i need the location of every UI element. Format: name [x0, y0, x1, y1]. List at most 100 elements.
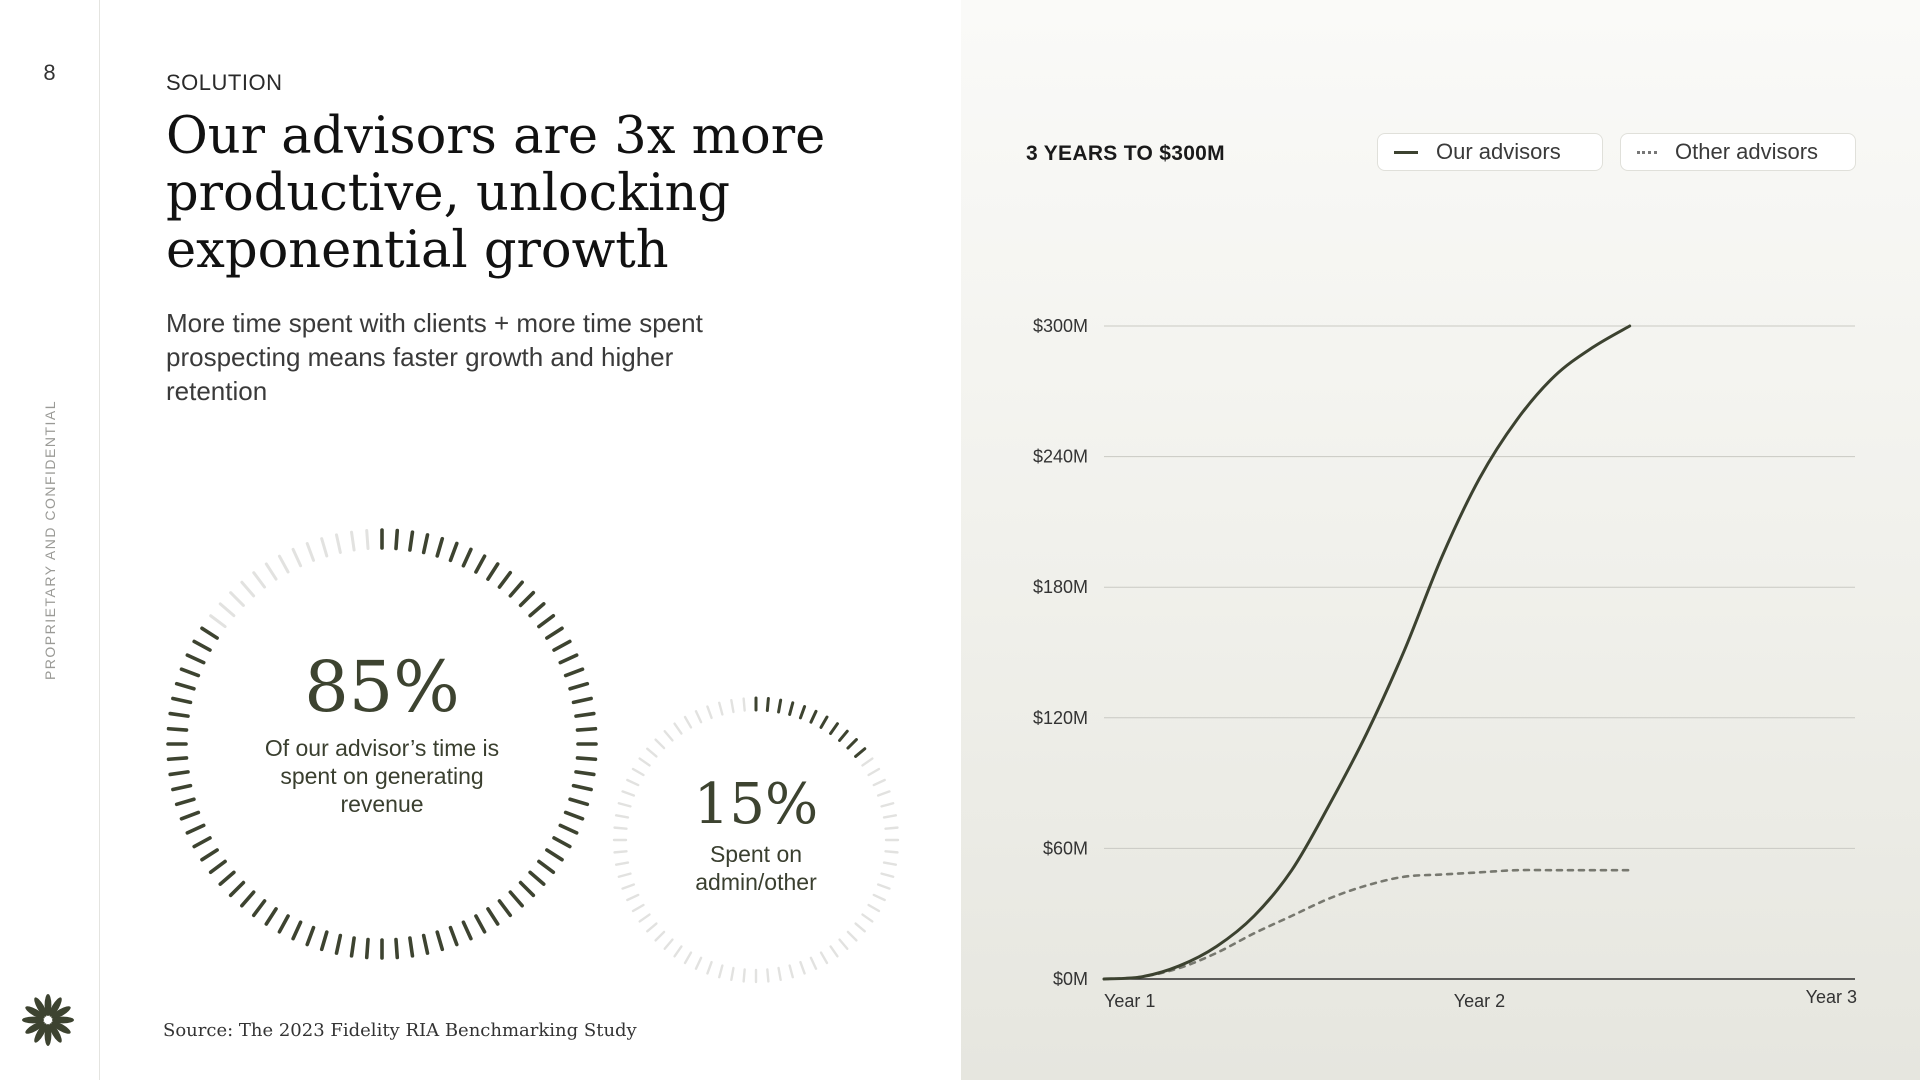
gauge-tick-filled [574, 711, 596, 718]
gauge-tick-filled [208, 859, 227, 875]
gauge-tick-filled [528, 870, 546, 886]
logo-petal [25, 1021, 45, 1034]
gauge-tick-empty [264, 562, 278, 581]
gauge-tick-empty [882, 861, 898, 866]
gauge-tick-filled [461, 547, 473, 568]
gauge-tick-filled [518, 590, 536, 608]
gauge-tick-empty [631, 903, 645, 913]
gauge-tick-empty [819, 951, 829, 965]
logo-petal [34, 997, 47, 1017]
gauge-tick-filled [200, 626, 219, 640]
gauge-tick-filled [838, 729, 849, 742]
gauge-tick-empty [730, 966, 735, 982]
dotted-line-swatch-icon [1637, 150, 1657, 154]
y-tick-label: $180M [1033, 577, 1088, 597]
gauge-tick-filled [558, 653, 579, 665]
gauge-tick-empty [880, 872, 895, 878]
y-tick-label: $240M [1033, 447, 1088, 467]
gauge-tick-empty [613, 850, 628, 854]
gauge-tick-empty [626, 893, 640, 902]
y-tick-label: $120M [1033, 708, 1088, 728]
gauge-tick-empty [613, 826, 628, 830]
gauge-tick-filled [508, 890, 524, 908]
gauge-tick-filled [291, 920, 303, 941]
gauge-tick-empty [621, 790, 636, 797]
logo-petal [22, 1016, 44, 1024]
gauge-tick-empty [646, 922, 658, 933]
gauge-tick-empty [663, 730, 674, 742]
gauge-tick-empty [884, 826, 899, 830]
gauge-tick-filled [421, 533, 430, 555]
gauge-tick-filled [168, 770, 190, 777]
solid-line-swatch-icon [1394, 150, 1418, 154]
gauge-tick-filled [364, 937, 370, 960]
gauge-tick-empty [638, 757, 651, 767]
gauge-tick-filled [574, 770, 596, 777]
gauge-tick-filled [166, 756, 189, 762]
gauge-tick-empty [617, 802, 632, 808]
page-subtitle: More time spent with clients + more time… [166, 308, 703, 406]
gauge-tick-empty [694, 956, 703, 970]
gauge-tick-filled [394, 937, 400, 960]
gauge-tick-filled [537, 859, 556, 875]
left-panel: SOLUTION Our advisors are 3x more produc… [166, 0, 946, 1080]
gauge-tick-filled [192, 836, 212, 849]
gauge-tick-empty [876, 883, 891, 890]
gauge-tick-filled [171, 783, 193, 792]
gauge-tick-empty [876, 790, 891, 797]
gauge-tick-filled [408, 530, 415, 552]
logo-petal [51, 1006, 71, 1019]
gauge-tick-empty [614, 814, 630, 819]
gauge-tick-empty [365, 529, 370, 550]
x-tick-label: Year 2 [1454, 991, 1505, 1011]
gauge-tick-empty [621, 883, 636, 890]
gauge-tick-empty [617, 872, 632, 878]
gauge-tick-filled [179, 667, 201, 678]
gauge-tick-empty [218, 602, 236, 618]
gauge-tick-filled [240, 890, 256, 908]
flower-logo-icon [22, 994, 74, 1046]
gauge-tick-empty [291, 547, 303, 568]
gauge-tick-filled [788, 701, 795, 716]
gauge-tick-filled [765, 697, 770, 712]
gauge-tick-empty [882, 814, 898, 819]
gauge-tick-empty [718, 701, 724, 716]
gauge-tick-empty [646, 747, 658, 758]
gauge-tick-filled [185, 653, 206, 665]
gauge-tick-filled [518, 880, 536, 898]
legend-other-advisors-label: Other advisors [1675, 139, 1819, 164]
gauge-tick-filled [228, 880, 246, 898]
gauge-tick-empty [654, 738, 666, 750]
gauge-tick-empty [277, 554, 290, 574]
gauge-tick-filled [558, 823, 579, 835]
logo-petal [25, 1006, 45, 1019]
gauge-tick-filled [552, 836, 572, 849]
gauge-tick-filled [854, 747, 867, 758]
gauge-tick-empty [654, 930, 666, 942]
gauge-tick-filled [192, 639, 212, 652]
x-tick-label: Year 3 [1806, 987, 1857, 1007]
gauge-tick-filled [537, 613, 556, 629]
gauge-revenue-time: 85% Of our advisor’s time is spent on ge… [166, 528, 598, 960]
gauge-admin-caption-line2: admin/other [695, 869, 817, 895]
source-citation: Source: The 2023 Fidelity RIA Benchmarki… [163, 1020, 637, 1041]
gauge-tick-empty [846, 930, 858, 942]
gauge-tick-filled [571, 696, 593, 705]
gauge-tick-empty [663, 938, 674, 950]
gauge-admin-percent: 15% [693, 772, 819, 837]
gauge-tick-filled [174, 797, 196, 807]
gauge-tick-empty [880, 802, 895, 808]
legend-our-advisors-label: Our advisors [1436, 139, 1561, 164]
gauge-tick-filled [435, 930, 445, 952]
gauge-tick-filled [819, 715, 829, 729]
gauge-admin-caption-line1: Spent on [709, 841, 803, 867]
gauge-admin-time: 15% Spent on admin/other [612, 696, 900, 984]
gauge-tick-empty [838, 938, 849, 950]
gauge-tick-empty [320, 537, 329, 558]
gauge-tick-filled [568, 797, 590, 807]
gauge-tick-filled [545, 626, 564, 640]
gauge-tick-filled [508, 580, 524, 598]
gauge-tick-empty [829, 945, 839, 958]
gauge-admin-ring [612, 696, 900, 984]
gauge-tick-filled [334, 933, 343, 955]
